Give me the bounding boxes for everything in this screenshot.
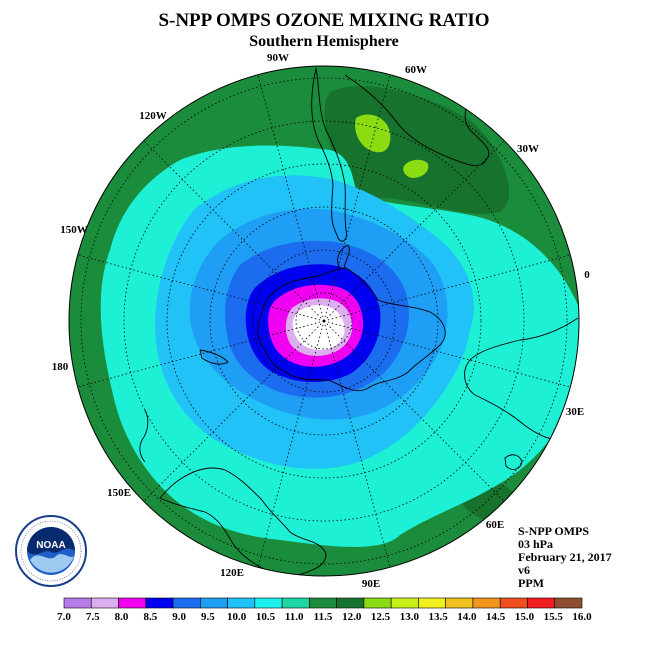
label-120w: 120W: [139, 110, 167, 122]
colorbar-swatch: [499, 597, 528, 609]
coastlines: [139, 67, 579, 576]
meridian-line: [139, 136, 325, 322]
colorbar-tick-label: 15.5: [544, 611, 564, 623]
colorbar-tick-label: 9.0: [172, 611, 186, 623]
meridian-line: [323, 69, 392, 322]
figure-title: S-NPP OMPS OZONE MIXING RATIO: [158, 10, 489, 31]
label-180: 180: [52, 361, 69, 373]
colorbar-tick-label: 11.5: [314, 611, 333, 623]
colorbar-swatch: [172, 597, 201, 609]
colorbar: 7.0 7.5 8.0 8.5 9.0 9.5 10.0 10.5 11.0 11.5 12.0 12…: [57, 597, 592, 623]
meridian-line: [323, 253, 576, 322]
noaa-logo: NOAA: [15, 515, 87, 587]
colorbar-swatch: [418, 597, 446, 609]
ozone-level-7-0: [292, 304, 345, 350]
colorbar-tick-label: 11.0: [285, 611, 304, 623]
colorbar-swatch: [363, 597, 392, 609]
colorbar-tick-label: 7.5: [86, 611, 100, 623]
colorbar-swatch: [336, 597, 365, 609]
colorbar-swatch: [281, 597, 310, 609]
info-version: v6: [518, 563, 530, 577]
colorbar-tick-label: 12.5: [371, 611, 391, 623]
colorbar-tick-label: 9.5: [201, 611, 215, 623]
colorbar-tick-label: 12.0: [342, 611, 362, 623]
colorbar-swatch: [254, 597, 283, 609]
label-150e: 150E: [107, 487, 131, 499]
meridian-line: [323, 136, 509, 322]
graticule: [72, 69, 576, 573]
colorbar-swatch: [472, 597, 501, 609]
colorbar-tick-label: 14.5: [486, 611, 506, 623]
coastline-madagascar: [504, 454, 523, 470]
meridian-line: [72, 320, 325, 389]
coastline-south-america-east: [344, 74, 490, 167]
colorbar-swatch: [390, 597, 419, 609]
info-instrument: S-NPP OMPS: [518, 524, 589, 538]
longitude-labels: 90W 60W 120W 30W 150W 0 180 30E 150E 60E…: [52, 52, 591, 590]
colorbar-swatch: [445, 597, 474, 609]
info-level: 03 hPa: [518, 537, 553, 551]
meridian-line: [256, 320, 325, 573]
colorbar-swatch: [227, 597, 256, 609]
colorbar-swatch: [200, 597, 228, 609]
coastline-ross-ice: [199, 349, 229, 365]
polar-map: [69, 66, 579, 576]
map-boundary: [68, 65, 580, 577]
coastline-new-zealand: [139, 409, 149, 463]
meridian-line: [323, 320, 576, 389]
label-0: 0: [584, 269, 590, 281]
colorbar-tick-label: 15.0: [515, 611, 535, 623]
meridian-line: [323, 320, 509, 506]
colorbar-swatch: [63, 597, 92, 609]
ozone-level-12-0: [403, 159, 429, 178]
coastline-south-america: [311, 67, 347, 242]
colorbar-swatch: [309, 597, 337, 609]
label-150w: 150W: [60, 224, 88, 236]
colorbar-tick-label: 14.0: [457, 611, 477, 623]
meridian-line: [256, 69, 325, 322]
ozone-level-12-0: [355, 114, 391, 153]
info-units: PPM: [518, 576, 544, 590]
coastline-australia: [159, 467, 327, 576]
colorbar-tick-label: 10.0: [227, 611, 247, 623]
label-90e: 90E: [362, 578, 380, 590]
colorbar-swatch: [145, 597, 174, 609]
label-60w: 60W: [405, 64, 427, 76]
figure-subtitle: Southern Hemisphere: [249, 33, 398, 50]
label-120e: 120E: [220, 567, 244, 579]
colorbar-tick-label: 8.5: [143, 611, 157, 623]
coastline-africa: [464, 317, 579, 441]
colorbar-tick-label: 10.5: [256, 611, 276, 623]
colorbar-tick-label: 13.5: [428, 611, 448, 623]
label-60e: 60E: [486, 519, 504, 531]
colorbar-swatch: [118, 597, 147, 609]
coastline-antarctic-peninsula: [337, 244, 350, 269]
colorbar-swatch: [554, 597, 583, 609]
meridian-line: [139, 320, 325, 506]
noaa-logo-text: NOAA: [36, 540, 65, 551]
info-block: S-NPP OMPS 03 hPa February 21, 2017 v6 P…: [518, 524, 612, 590]
label-30e: 30E: [566, 406, 584, 418]
meridian-line: [72, 253, 325, 322]
colorbar-swatch: [90, 597, 119, 609]
label-90w: 90W: [267, 52, 289, 64]
meridian-line: [323, 320, 392, 573]
colorbar-tick-label: 16.0: [572, 611, 592, 623]
colorbar-tick-label: 13.0: [400, 611, 420, 623]
colorbar-tick-label: 7.0: [57, 611, 71, 623]
label-30w: 30W: [517, 143, 539, 155]
colorbar-tick-label: 8.0: [115, 611, 129, 623]
info-date: February 21, 2017: [518, 550, 612, 564]
coastline-antarctica: [257, 267, 446, 392]
colorbar-swatch: [527, 597, 556, 609]
